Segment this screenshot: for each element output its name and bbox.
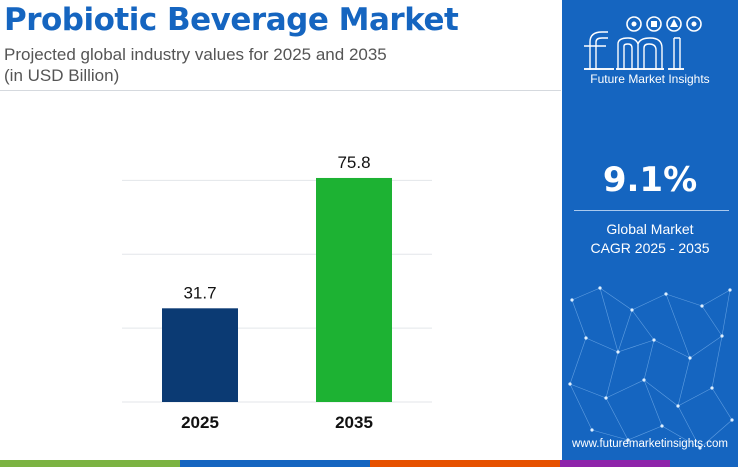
network-pattern-graphic [568,286,734,450]
network-link [665,293,703,307]
network-link [677,387,713,407]
network-link [711,387,733,421]
subtitle-line-2: (in USD Billion) [4,66,120,85]
stripe-segment-3 [370,460,560,467]
network-link [627,425,663,441]
bar-2025 [162,308,238,402]
fmi-logo: Future Market Insights [562,4,738,86]
bottom-color-stripe [0,460,738,467]
network-link [711,335,723,389]
network-link [605,351,619,399]
website-url: www.futuremarketinsights.com [572,438,728,450]
network-node [664,292,668,296]
network-node [616,350,620,354]
network-link [643,379,679,407]
network-link [631,293,667,311]
network-link [599,287,633,311]
network-node [642,378,646,382]
network-link [585,337,619,353]
network-link [591,429,629,441]
network-link [701,289,731,307]
bar-2035 [316,177,392,402]
cagr-divider [574,210,729,211]
network-link [661,425,701,449]
cagr-label-line-2: CAGR 2025 - 2035 [590,240,710,256]
network-link [571,299,587,339]
network-link [571,287,601,301]
fmi-logo-mark [584,16,702,70]
network-node [700,304,704,308]
network-node [688,356,692,360]
network-link [699,419,733,449]
network-link [653,339,691,359]
stripe-segment-2 [180,460,370,467]
network-node [698,446,702,450]
network-link [689,335,723,359]
data-label-2025: 31.7 [183,283,216,302]
network-link [643,379,663,427]
network-link [677,357,691,407]
network-node [728,288,732,292]
bar-chart: 31.7 2025 75.8 2035 [122,153,432,432]
network-node [660,424,664,428]
network-link [677,405,701,449]
network-node [626,438,630,442]
brand-name: Future Market Insights [590,72,710,86]
stripe-segment-1 [0,460,180,467]
network-link [569,383,607,399]
network-link [599,287,619,353]
network-node [630,308,634,312]
chart-subtitle: Projected global industry values for 202… [4,44,387,86]
x-tick-label-2035: 2035 [335,413,373,432]
network-link [631,309,655,341]
network-link [605,397,629,441]
network-node [604,396,608,400]
network-node [652,338,656,342]
data-label-2035: 75.8 [337,153,370,172]
network-node [590,428,594,432]
cagr-label: Global Market CAGR 2025 - 2035 [562,220,738,258]
side-panel: Future Market Insights 9.1% Global Marke… [562,0,738,460]
network-node [730,418,734,422]
network-link [617,309,633,353]
network-link [617,339,655,353]
network-link [569,383,593,431]
network-link [721,289,731,337]
network-link [605,379,645,399]
network-node [568,382,572,386]
network-node [720,334,724,338]
network-node [570,298,574,302]
network-node [598,286,602,290]
x-tick-label-2025: 2025 [181,413,219,432]
stripe-segment-4 [560,460,670,467]
stripe-segment-5 [670,460,738,467]
network-link [665,293,691,359]
header-divider [0,90,561,91]
subtitle-line-1: Projected global industry values for 202… [4,45,387,64]
network-link [569,337,587,385]
network-node [584,336,588,340]
chart-title: Probiotic Beverage Market [4,2,459,38]
network-link [643,339,655,381]
cagr-value: 9.1% [602,160,698,200]
network-link [701,305,723,337]
network-node [676,404,680,408]
network-node [710,386,714,390]
cagr-label-line-1: Global Market [606,221,694,237]
